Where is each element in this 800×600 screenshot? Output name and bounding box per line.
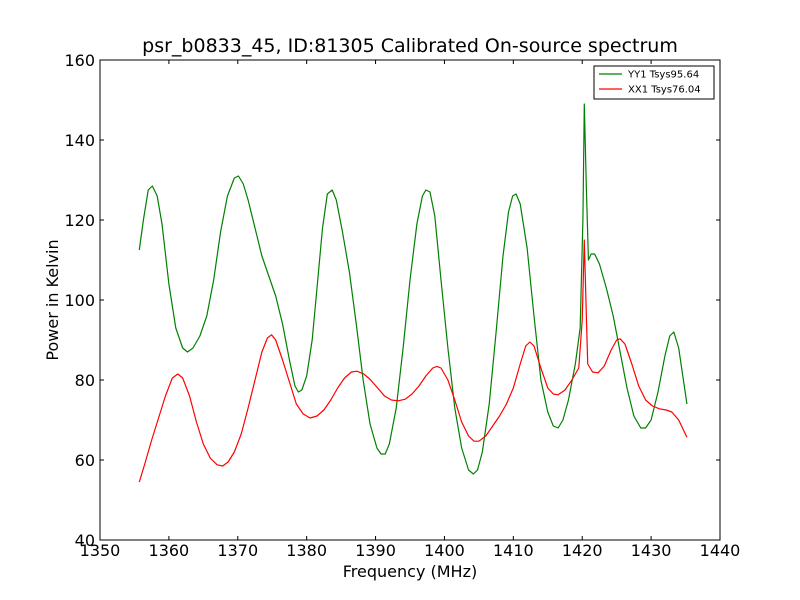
- x-tick-label: 1390: [355, 541, 396, 560]
- legend-label-1: XX1 Tsys76.04: [628, 85, 701, 96]
- x-tick-label: 1440: [700, 541, 741, 560]
- y-tick-label: 60: [75, 451, 95, 470]
- x-tick-label: 1350: [80, 541, 121, 560]
- legend-box: [593, 65, 715, 100]
- y-tick-label: 140: [64, 131, 95, 150]
- x-tick-label: 1360: [149, 541, 190, 560]
- x-tick-label: 1410: [493, 541, 534, 560]
- y-tick-label: 100: [64, 291, 95, 310]
- chart-title: psr_b0833_45, ID:81305 Calibrated On-sou…: [142, 35, 678, 57]
- x-tick-label: 1420: [562, 541, 603, 560]
- y-tick-label: 160: [64, 51, 95, 70]
- x-tick-label: 1430: [631, 541, 672, 560]
- legend-label-0: YY1 Tsys95.64: [627, 70, 699, 81]
- legend: YY1 Tsys95.64 XX1 Tsys76.04: [593, 65, 715, 100]
- y-tick-label: 80: [75, 371, 95, 390]
- x-tick-label: 1400: [424, 541, 465, 560]
- y-tick-label: 120: [64, 211, 95, 230]
- axis-ticks: 1350 1360 1370 1380 1390 1400 1410 1420 1430 1440…: [64, 51, 740, 560]
- series-line-1: [138, 239, 688, 483]
- x-tick-label: 1380: [286, 541, 327, 560]
- plot-area: [138, 103, 688, 483]
- series-line-0: [138, 103, 688, 475]
- y-axis-label: Power in Kelvin: [43, 239, 62, 360]
- x-axis-label: Frequency (MHz): [343, 562, 477, 581]
- x-tick-label: 1370: [217, 541, 258, 560]
- y-tick-label: 40: [75, 531, 95, 550]
